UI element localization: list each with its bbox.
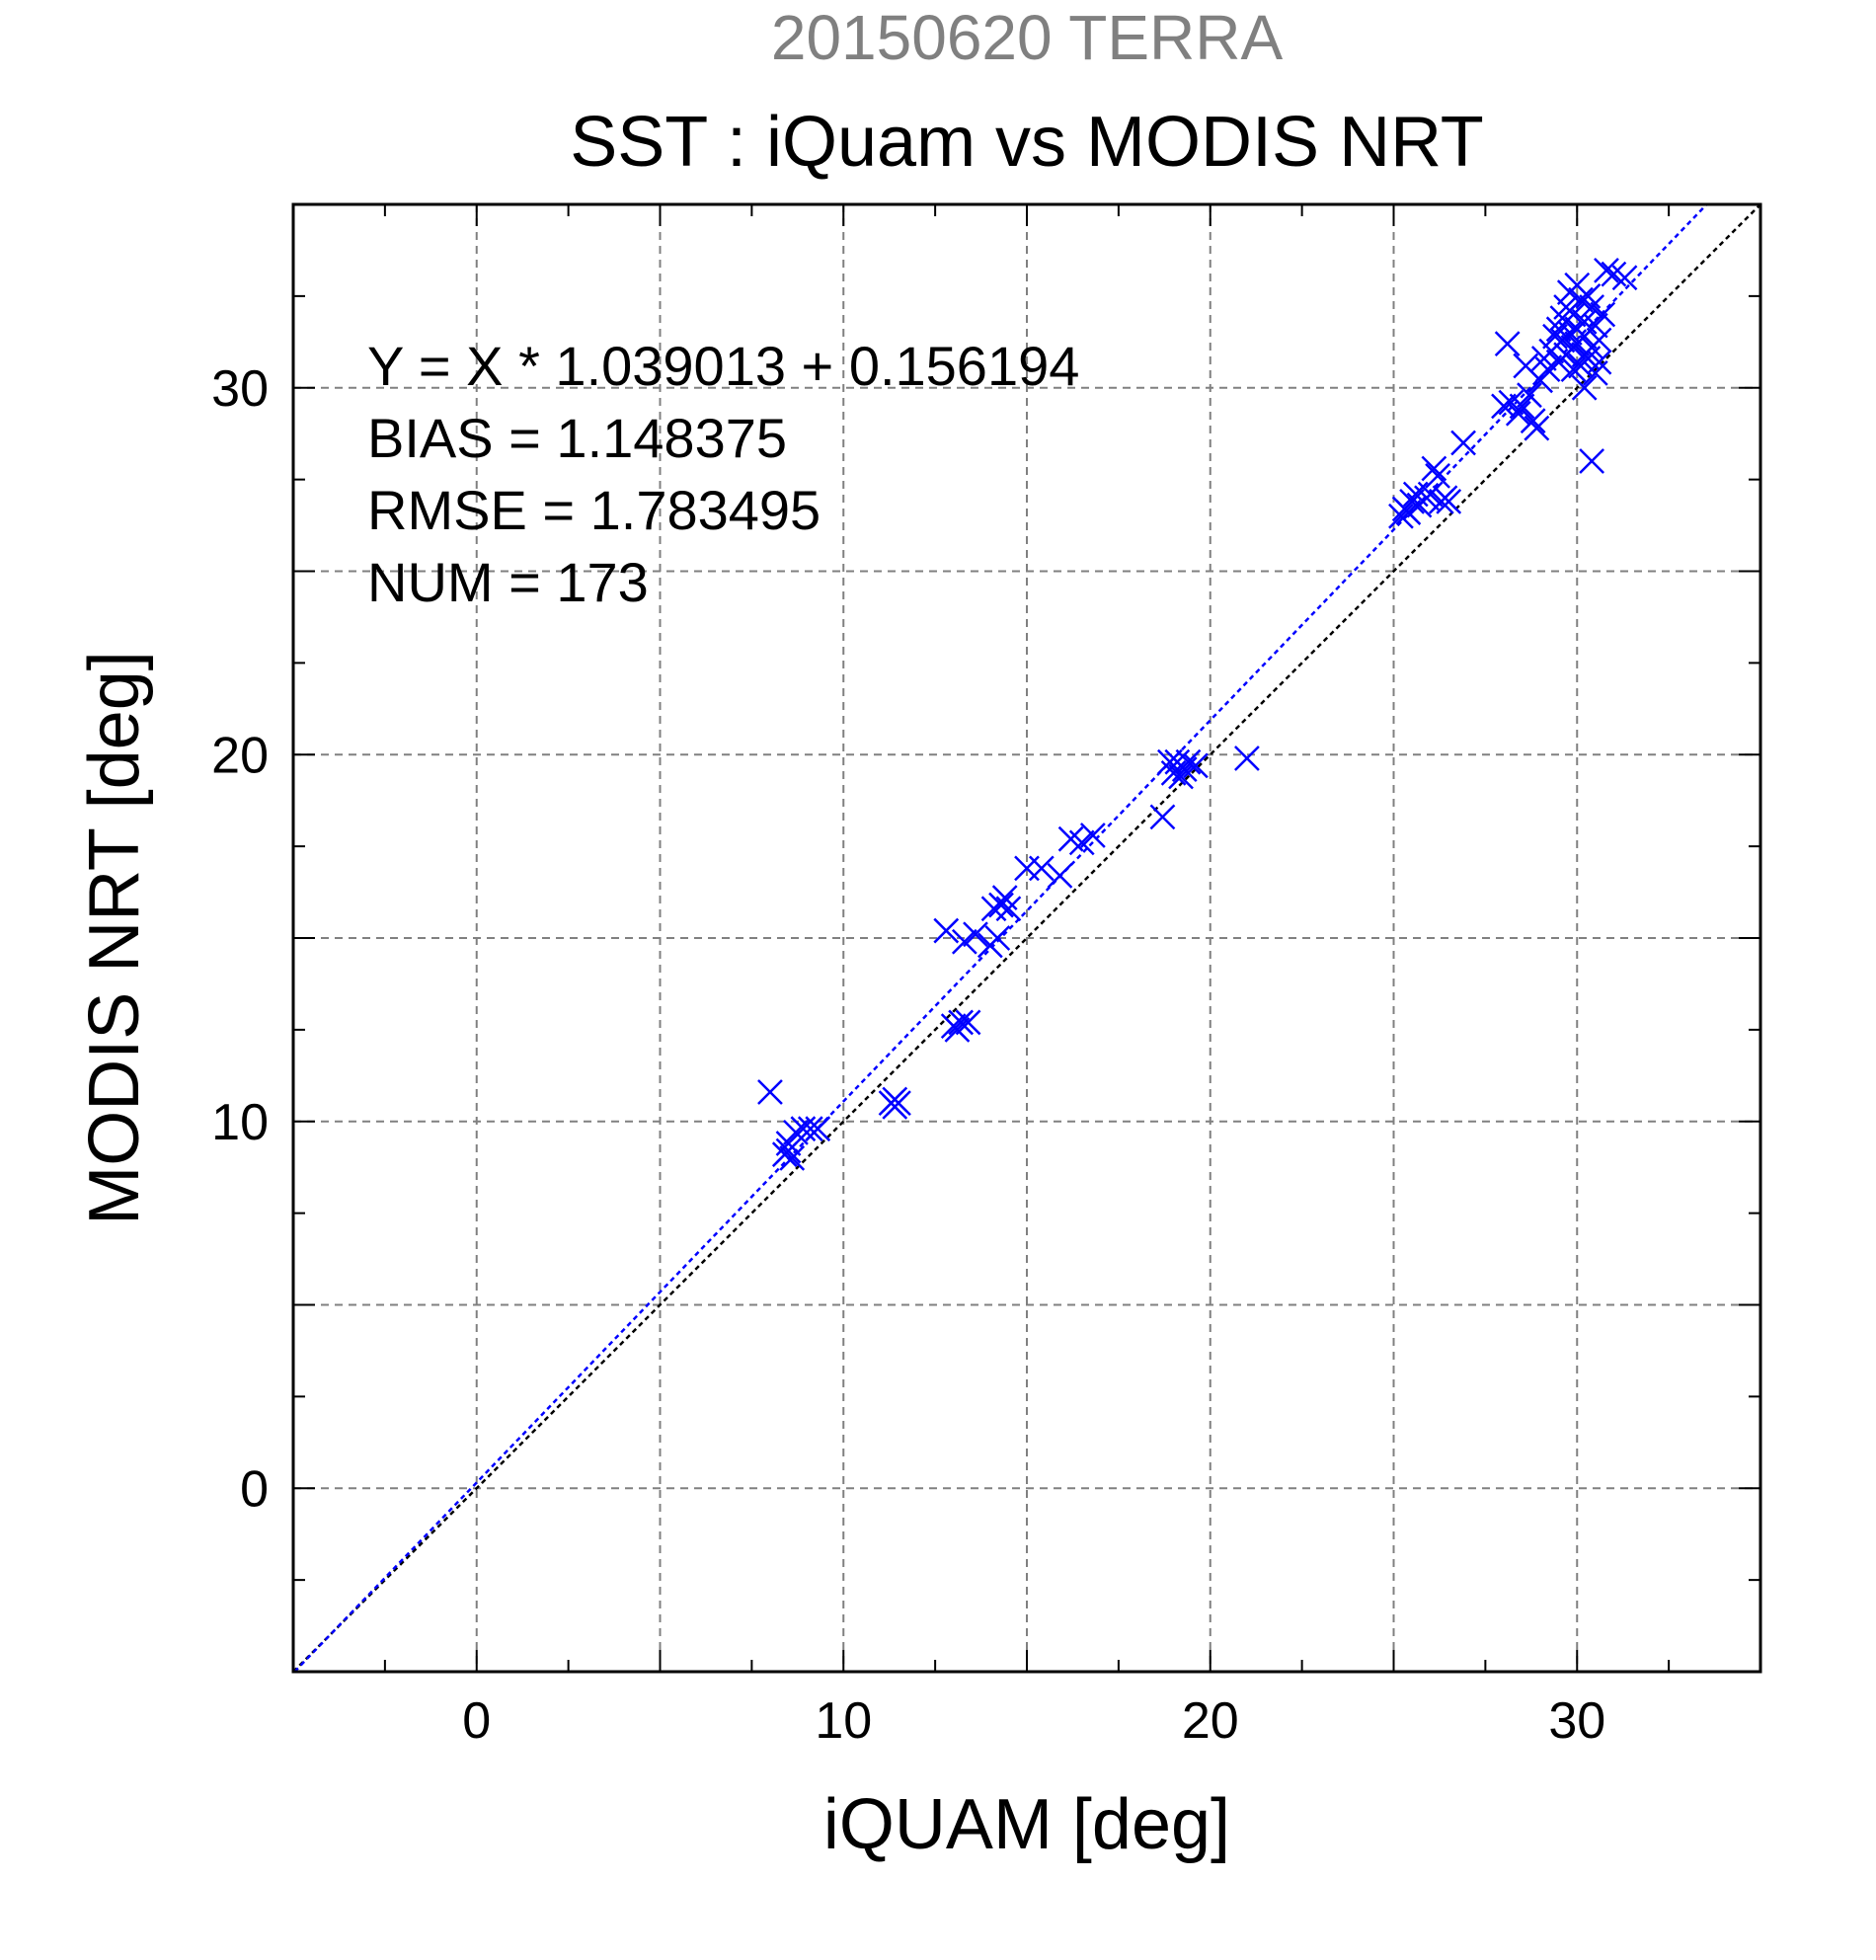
data-point [944,1016,971,1043]
data-point [779,1145,806,1171]
y-tick-label: 10 [211,1094,269,1151]
y-tick-labels: 0 10 20 30 [211,360,269,1519]
chart-title: SST : iQuam vs MODIS NRT [570,103,1484,182]
data-point [1491,393,1517,420]
fit-equation-label: Y = X * 1.039013 + 0.156194 [367,335,1079,397]
data-point [1234,745,1260,771]
data-point [955,1009,981,1036]
data-point [1517,382,1542,409]
data-point [1564,272,1591,298]
data-point [1425,463,1450,489]
x-tick-label: 20 [1182,1692,1239,1750]
data-point [1571,374,1598,401]
data-point [1520,408,1546,434]
data-point [1421,455,1447,482]
x-axis-label: iQUAM [deg] [823,1785,1230,1864]
data-point [984,925,1011,951]
stats-box: Y = X * 1.039013 + 0.156194 BIAS = 1.148… [367,335,1079,613]
data-point [1560,301,1587,328]
data-point [1175,748,1202,775]
data-point [1579,448,1604,474]
chart-subtitle: 20150620 TERRA [771,2,1284,73]
data-point [1509,393,1535,420]
data-point [1047,862,1073,889]
data-point [1549,327,1576,353]
data-point [963,921,988,948]
x-tick-label: 10 [815,1692,872,1750]
data-point [995,896,1022,922]
data-point [1560,356,1587,383]
data-point [1590,301,1616,328]
data-point [805,1116,831,1142]
grid-lines [293,204,1760,1672]
plot-frame [291,202,1762,1674]
x-tick-label: 0 [462,1692,491,1750]
data-point [1068,829,1095,856]
data-point [775,1131,802,1156]
data-point [1450,430,1476,456]
data-point [933,917,960,944]
x-tick-labels: 0 10 20 30 [462,1692,1605,1750]
y-tick-label: 30 [211,360,269,418]
y-tick-label: 20 [211,727,269,784]
data-point [1568,286,1594,313]
data-point [1571,323,1598,350]
data-point [988,892,1014,918]
data-point [1542,323,1568,350]
data-point [1388,503,1414,529]
data-point [775,1137,802,1164]
data-point [1149,804,1176,830]
data-point [1494,331,1521,357]
data-points [757,257,1638,1171]
data-point [948,1009,975,1036]
bias-label: BIAS = 1.148375 [367,407,787,469]
data-point [1183,752,1209,779]
x-tick-label: 30 [1548,1692,1605,1750]
data-point [1399,489,1425,514]
fit-line [293,203,1708,1673]
num-label: NUM = 173 [367,551,649,613]
data-point [1079,823,1106,848]
data-point [1571,342,1598,368]
data-point [797,1116,823,1142]
y-tick-label: 0 [240,1460,269,1518]
data-point [757,1079,783,1105]
data-point [1168,763,1194,790]
rmse-label: RMSE = 1.783495 [367,479,821,541]
data-point [951,928,977,955]
data-point [1028,855,1055,882]
data-point [1505,400,1531,427]
data-point [783,1120,809,1145]
data-point [1586,349,1612,375]
data-point [1594,257,1619,283]
data-point [1524,415,1550,441]
reference-lines [292,203,1761,1673]
data-point [1611,265,1638,291]
minor-ticks [293,204,1760,1672]
y-axis-label: MODIS NRT [deg] [75,651,154,1225]
data-point [1579,294,1604,320]
data-point [1436,489,1462,514]
data-point [1417,481,1444,508]
data-point [882,1086,908,1113]
